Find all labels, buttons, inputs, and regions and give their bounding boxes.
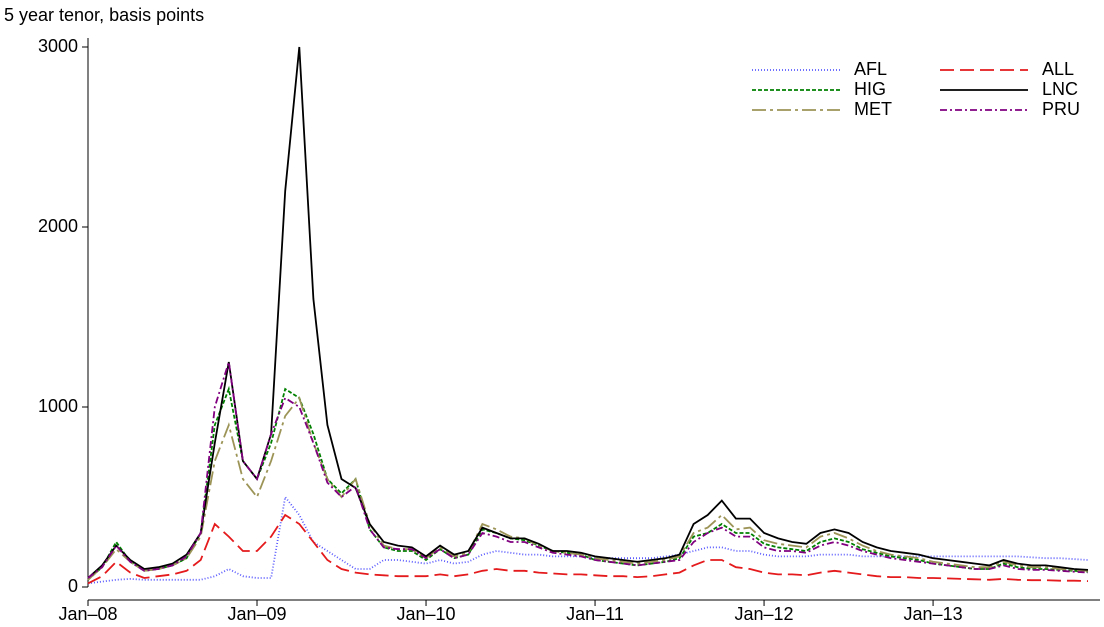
series-line — [87, 494, 1089, 585]
legend-label: ALL — [1042, 59, 1074, 79]
x-tick-label: Jan–09 — [227, 604, 286, 622]
legend-label: PRU — [1042, 99, 1080, 119]
legend-label: HIG — [854, 79, 886, 99]
x-tick-label: Jan–12 — [735, 604, 794, 622]
legend-label: MET — [854, 99, 892, 119]
x-tick-label: Jan–08 — [58, 604, 117, 622]
x-tick-label: Jan–13 — [904, 604, 963, 622]
y-tick-label: 0 — [68, 576, 78, 596]
y-tick-label: 3000 — [38, 36, 78, 56]
series-line — [87, 396, 1089, 581]
legend-label: AFL — [854, 59, 887, 79]
chart-title: 5 year tenor, basis points — [4, 5, 204, 25]
x-tick-label: Jan–11 — [566, 604, 624, 622]
series-line — [87, 361, 1089, 579]
y-tick-label: 2000 — [38, 216, 78, 236]
x-tick-label: Jan–10 — [396, 604, 455, 622]
y-tick-label: 1000 — [38, 396, 78, 416]
legend-label: LNC — [1042, 79, 1078, 99]
series-line — [87, 385, 1089, 581]
series-line — [87, 46, 1089, 579]
